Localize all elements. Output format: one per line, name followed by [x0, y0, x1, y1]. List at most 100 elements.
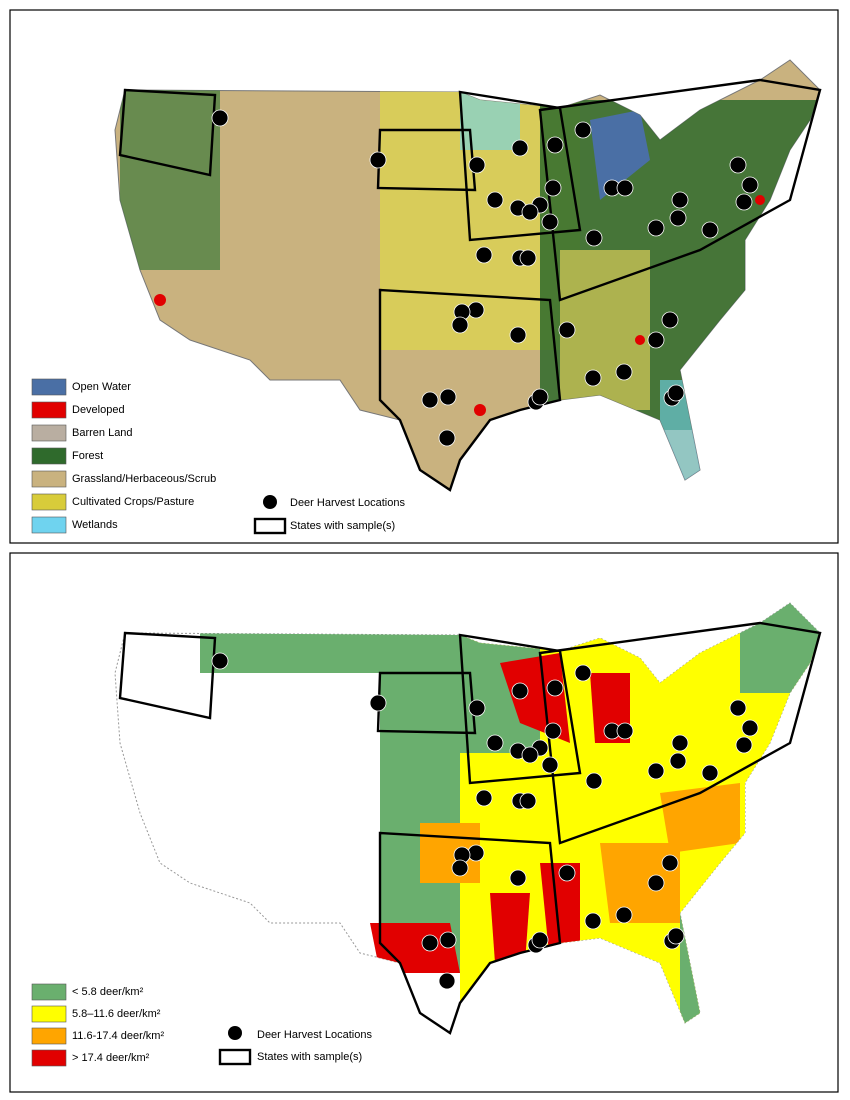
harvest-location: [511, 139, 529, 157]
harvest-location: [451, 316, 469, 334]
harvest-location: [615, 906, 633, 924]
legend-label: Wetlands: [72, 519, 118, 531]
legend-label: Deer Harvest Locations: [257, 1029, 372, 1041]
harvest-location: [735, 193, 753, 211]
harvest-location: [647, 762, 665, 780]
legend-swatch: [31, 378, 67, 396]
harvest-location: [647, 219, 665, 237]
sampled-states: [118, 621, 822, 1035]
legend-swatch: [31, 401, 67, 419]
harvest-location: [544, 179, 562, 197]
legend-swatch: [31, 1049, 67, 1067]
harvest-location: [369, 151, 387, 169]
harvest-location: [661, 854, 679, 872]
harvest-location: [667, 927, 685, 945]
harvest-location: [701, 221, 719, 239]
legend-label: Grassland/Herbaceous/Scrub: [72, 473, 216, 485]
legend-swatch: [31, 983, 67, 1001]
harvest-location: [574, 664, 592, 682]
legend-swatch: [31, 1005, 67, 1023]
legend-marker: [218, 1048, 252, 1066]
legend-marker: [263, 495, 277, 509]
legend-marker: [228, 1026, 242, 1040]
harvest-location: [211, 652, 229, 670]
legend-label: 5.8–11.6 deer/km²: [72, 1008, 161, 1020]
harvest-location: [521, 746, 539, 764]
land-cover-legend: Open Water Developed Barren Land Forest …: [31, 378, 405, 535]
legend-label: < 5.8 deer/km²: [72, 986, 144, 998]
harvest-location: [451, 859, 469, 877]
harvest-location: [468, 699, 486, 717]
harvest-location: [741, 176, 759, 194]
harvest-location: [521, 203, 539, 221]
legend-swatch: [31, 516, 67, 534]
harvest-location: [558, 864, 576, 882]
harvest-location: [531, 388, 549, 406]
harvest-location: [741, 719, 759, 737]
harvest-location: [615, 363, 633, 381]
harvest-location: [519, 249, 537, 267]
sampled-states: [118, 78, 822, 492]
harvest-location: [467, 301, 485, 319]
harvest-location: [667, 384, 685, 402]
legend-label: Developed: [72, 404, 125, 416]
harvest-location: [661, 311, 679, 329]
harvest-location: [735, 736, 753, 754]
harvest-location: [486, 734, 504, 752]
harvest-location: [509, 869, 527, 887]
harvest-location: [511, 682, 529, 700]
harvest-location: [647, 874, 665, 892]
legend-marker: [253, 517, 287, 535]
harvest-location: [585, 772, 603, 790]
harvest-location: [558, 321, 576, 339]
legend-swatch: [31, 447, 67, 465]
harvest-location: [519, 792, 537, 810]
harvest-location: [729, 156, 747, 174]
harvest-location: [439, 931, 457, 949]
harvest-location: [671, 734, 689, 752]
harvest-location: [616, 179, 634, 197]
harvest-location: [574, 121, 592, 139]
harvest-location: [544, 722, 562, 740]
harvest-location: [468, 156, 486, 174]
harvest-location: [439, 388, 457, 406]
harvest-location: [669, 752, 687, 770]
legend-label: > 17.4 deer/km²: [72, 1052, 150, 1064]
harvest-location: [541, 756, 559, 774]
harvest-location: [671, 191, 689, 209]
legend-label: Cultivated Crops/Pasture: [72, 496, 194, 508]
legend-swatch: [31, 424, 67, 442]
panel-frame: [9, 552, 839, 1093]
harvest-location: [584, 369, 602, 387]
legend-swatch: [31, 493, 67, 511]
harvest-location: [475, 789, 493, 807]
harvest-location: [211, 109, 229, 127]
legend-label: Open Water: [72, 381, 131, 393]
legend-swatch: [31, 470, 67, 488]
harvest-location: [546, 136, 564, 154]
harvest-location: [531, 931, 549, 949]
harvest-location: [546, 679, 564, 697]
legend-label: Forest: [72, 450, 103, 462]
legend-label: 11.6-17.4 deer/km²: [72, 1030, 164, 1042]
harvest-location: [467, 844, 485, 862]
harvest-location: [475, 246, 493, 264]
harvest-location: [701, 764, 719, 782]
harvest-location: [669, 209, 687, 227]
harvest-location: [729, 699, 747, 717]
legend-label: States with sample(s): [257, 1051, 362, 1063]
harvest-location: [584, 912, 602, 930]
legend-swatch: [31, 1027, 67, 1045]
harvest-location: [541, 213, 559, 231]
harvest-location: [486, 191, 504, 209]
harvest-location: [616, 722, 634, 740]
harvest-location: [438, 429, 456, 447]
harvest-location: [585, 229, 603, 247]
harvest-location: [421, 391, 439, 409]
harvest-location: [438, 972, 456, 990]
legend-label: Barren Land: [72, 427, 133, 439]
legend-label: Deer Harvest Locations: [290, 497, 405, 509]
